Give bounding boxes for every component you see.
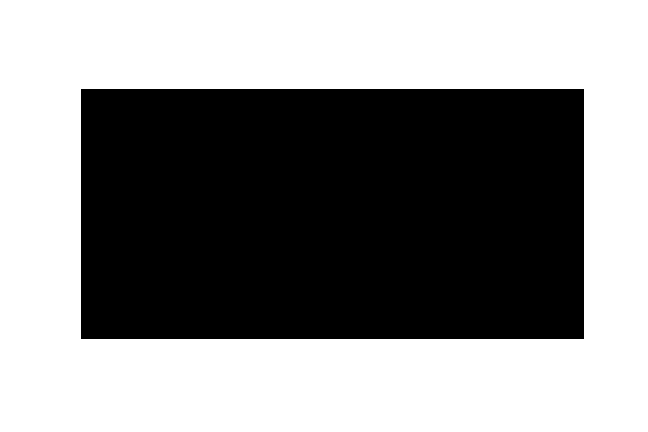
word-cloud — [81, 89, 584, 339]
word-cloud-background — [81, 89, 584, 339]
